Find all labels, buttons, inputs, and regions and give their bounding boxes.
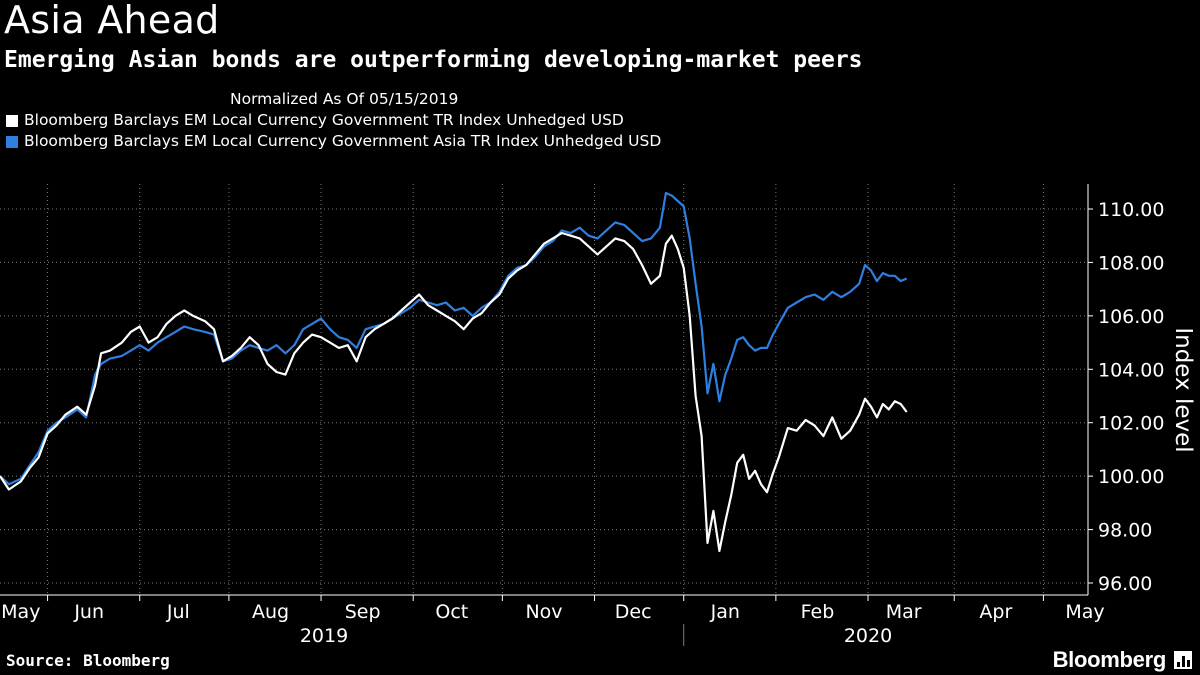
x-tick-label: Jul	[166, 601, 190, 623]
legend-entry-em: Bloomberg Barclays EM Local Currency Gov…	[6, 110, 661, 131]
y-tick-label: 96.00	[1098, 573, 1152, 595]
x-year-label: 2019	[300, 625, 348, 647]
y-tick-label: 104.00	[1098, 359, 1164, 381]
legend-label-asia: Bloomberg Barclays EM Local Currency Gov…	[24, 132, 662, 150]
x-tick-label: Nov	[525, 601, 562, 623]
series-line-asia	[0, 191, 908, 486]
x-tick-label: Sep	[345, 601, 381, 623]
x-tick-label: Aug	[252, 601, 289, 623]
x-tick-label: Feb	[801, 601, 835, 623]
legend-note: Normalized As Of 05/15/2019	[230, 90, 459, 108]
x-tick-label: Jun	[73, 601, 104, 623]
x-tick-label: Jan	[710, 601, 740, 623]
legend-swatch-em	[6, 114, 18, 127]
legend: Normalized As Of 05/15/2019 Bloomberg Ba…	[6, 89, 661, 152]
x-tick-label: Oct	[435, 601, 468, 623]
x-tick-label: May	[1, 601, 40, 623]
x-tick-label: Dec	[615, 601, 652, 623]
bloomberg-logo: Bloomberg	[1053, 647, 1192, 673]
logo-text: Bloomberg	[1052, 647, 1167, 672]
legend-label-em: Bloomberg Barclays EM Local Currency Gov…	[24, 111, 624, 129]
y-tick-label: 98.00	[1098, 520, 1152, 542]
y-tick-label: 106.00	[1098, 306, 1164, 328]
x-tick-label: Apr	[979, 601, 1012, 623]
x-year-label: 2020	[844, 625, 892, 647]
x-tick-label: May	[1065, 601, 1104, 623]
bar-chart-icon	[1174, 651, 1192, 669]
y-tick-label: 100.00	[1098, 466, 1164, 488]
legend-entry-asia: Bloomberg Barclays EM Local Currency Gov…	[6, 131, 661, 152]
y-tick-label: 102.00	[1098, 413, 1164, 435]
legend-swatch-asia	[6, 135, 18, 148]
y-tick-label: 108.00	[1098, 252, 1164, 274]
series-line-em	[0, 231, 908, 552]
source-note: Source: Bloomberg	[6, 651, 170, 670]
x-tick-label: Mar	[886, 601, 922, 623]
y-tick-label: 110.00	[1098, 199, 1164, 221]
chart-subtitle: Emerging Asian bonds are outperforming d…	[4, 47, 863, 73]
chart-title: Asia Ahead	[4, 0, 220, 42]
y-axis-label: Index level	[1170, 327, 1196, 452]
